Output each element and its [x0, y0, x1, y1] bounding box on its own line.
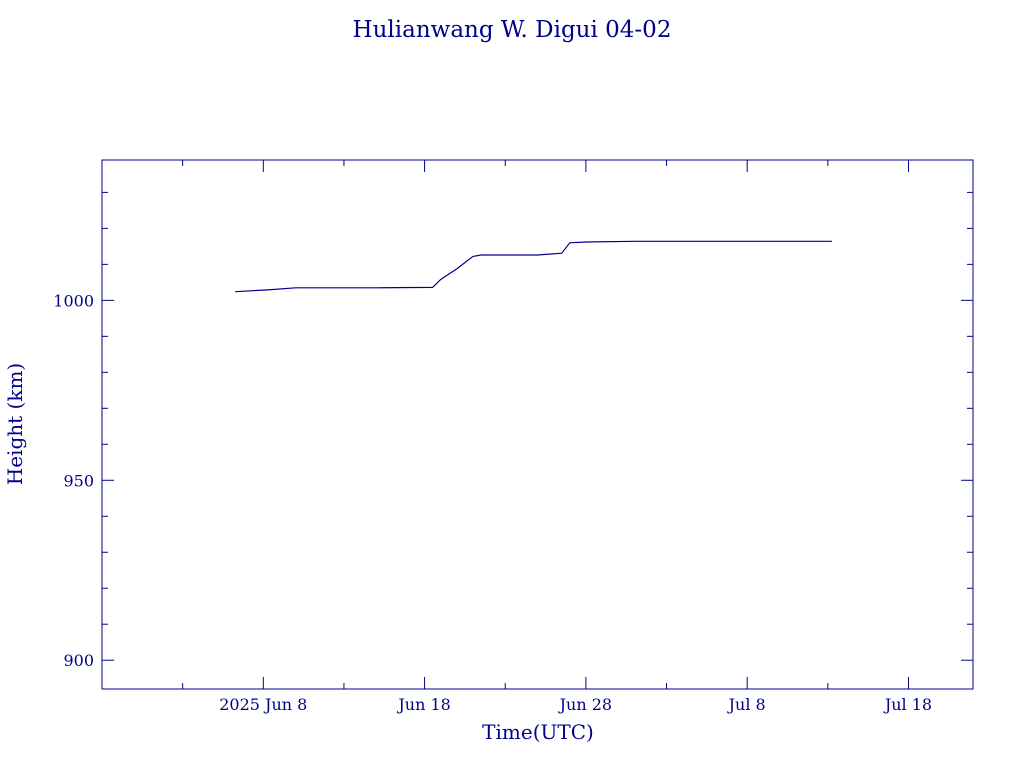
x-tick-label: 2025 Jun 8 [219, 695, 307, 714]
x-tick-label: Jun 28 [558, 695, 612, 714]
axis-ticks [102, 160, 973, 689]
plot-frame [101, 159, 974, 690]
y-tick-label: 950 [63, 471, 94, 490]
x-tick-label: Jun 18 [396, 695, 450, 714]
x-tick-label: Jul 18 [883, 695, 932, 714]
chart-title: Hulianwang W. Digui 04-02 [353, 17, 672, 43]
x-tick-labels: 2025 Jun 8 Jun 18 Jun 28 Jul 8 Jul 18 [219, 695, 932, 714]
y-axis-label: Height (km) [3, 363, 27, 485]
x-tick-label: Jul 8 [727, 695, 766, 714]
y-tick-labels: 900 950 1000 [53, 291, 94, 670]
y-tick-label: 1000 [53, 291, 94, 310]
series-line [235, 240, 832, 293]
x-axis-label: Time(UTC) [482, 720, 594, 744]
y-tick-label: 900 [63, 651, 94, 670]
